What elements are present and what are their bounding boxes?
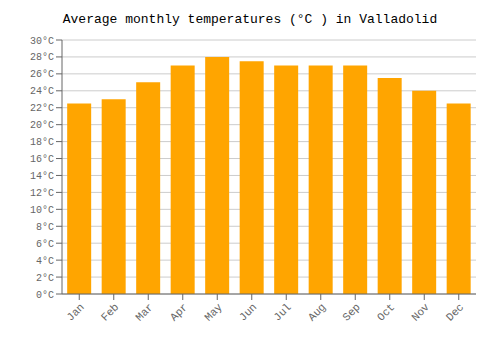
svg-text:Feb: Feb xyxy=(99,301,121,323)
svg-text:30°C: 30°C xyxy=(30,36,54,47)
svg-text:14°C: 14°C xyxy=(30,171,54,182)
svg-text:12°C: 12°C xyxy=(30,188,54,199)
svg-text:16°C: 16°C xyxy=(30,154,54,165)
svg-text:4°C: 4°C xyxy=(36,256,54,267)
svg-text:Sep: Sep xyxy=(340,301,362,323)
svg-text:Aug: Aug xyxy=(306,301,328,323)
svg-text:8°C: 8°C xyxy=(36,222,54,233)
svg-text:18°C: 18°C xyxy=(30,137,54,148)
svg-text:Jan: Jan xyxy=(64,301,86,323)
svg-text:Apr: Apr xyxy=(168,301,190,323)
svg-text:6°C: 6°C xyxy=(36,239,54,250)
svg-text:Nov: Nov xyxy=(409,301,432,324)
svg-text:Dec: Dec xyxy=(444,301,466,323)
svg-text:Mar: Mar xyxy=(133,301,155,323)
svg-text:Jul: Jul xyxy=(271,301,293,323)
svg-text:Oct: Oct xyxy=(375,301,397,323)
svg-text:28°C: 28°C xyxy=(30,52,54,63)
svg-text:26°C: 26°C xyxy=(30,69,54,80)
svg-text:0°C: 0°C xyxy=(36,290,54,301)
svg-text:2°C: 2°C xyxy=(36,273,54,284)
svg-text:20°C: 20°C xyxy=(30,120,54,131)
svg-text:24°C: 24°C xyxy=(30,86,54,97)
html-text:Average monthly temperatures (: Average monthly temperatures (°C ) in Va… xyxy=(62,12,438,27)
svg-text:10°C: 10°C xyxy=(30,205,54,216)
svg-text:22°C: 22°C xyxy=(30,103,54,114)
svg-text:Jun: Jun xyxy=(237,301,259,323)
svg-text:May: May xyxy=(202,301,225,324)
